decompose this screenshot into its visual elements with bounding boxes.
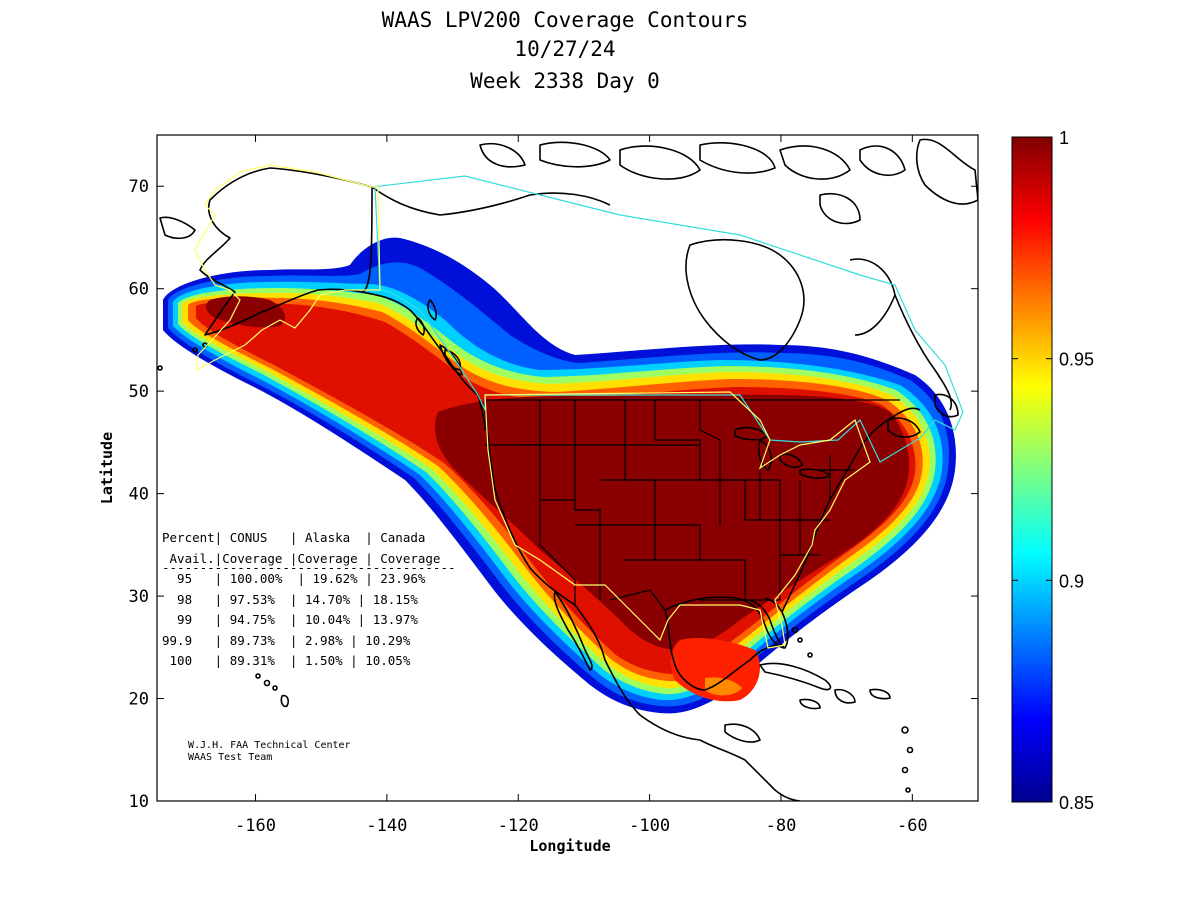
y-tick-label: 20 xyxy=(129,690,149,710)
region-boundaries xyxy=(194,164,964,649)
chart-date: 10/27/24 xyxy=(514,37,615,61)
y-axis-label: Latitude xyxy=(98,432,116,504)
colorbar-tick-label: 1 xyxy=(1059,128,1069,148)
coverage-contours xyxy=(163,237,956,714)
coastlines xyxy=(157,138,978,801)
table-row: 99 | 94.75% | 10.04% | 13.97% xyxy=(162,612,418,627)
colorbar-tick-label: 0.9 xyxy=(1059,571,1084,591)
y-tick-label: 10 xyxy=(129,792,149,812)
colorbar-tick-label: 0.85 xyxy=(1059,793,1094,813)
y-tick-label: 70 xyxy=(129,177,149,197)
credit-line-1: W.J.H. FAA Technical Center xyxy=(188,740,351,751)
x-tick-label: -120 xyxy=(498,816,539,836)
x-tick-label: -160 xyxy=(235,816,276,836)
x-tick-label: -60 xyxy=(897,816,928,836)
table-row: 99.9 | 89.73% | 2.98% | 10.29% xyxy=(162,633,411,648)
x-axis-label: Longitude xyxy=(529,837,610,855)
colorbar-tick-label: 0.95 xyxy=(1059,350,1094,370)
chart-week: Week 2338 Day 0 xyxy=(470,69,660,93)
y-tick-label: 50 xyxy=(129,382,149,402)
table-row: 98 | 97.53% | 14.70% | 18.15% xyxy=(162,592,418,607)
table-header-row-2: Avail.|Coverage |Coverage | Coverage xyxy=(162,551,440,566)
x-tick-label: -100 xyxy=(629,816,670,836)
credit-line-2: WAAS Test Team xyxy=(188,752,272,763)
table-row: 95 | 100.00% | 19.62% | 23.96% xyxy=(162,571,426,586)
alaska-boundary xyxy=(194,164,381,372)
chart-title: WAAS LPV200 Coverage Contours xyxy=(382,8,749,32)
plot-area xyxy=(157,135,978,801)
table-header-row-1: Percent| CONUS | Alaska | Canada xyxy=(162,530,425,545)
x-axis-ticks: -160 -140 -120 -100 -80 -60 xyxy=(235,135,928,836)
plot-frame xyxy=(156,134,979,802)
contour-yucatan-inner xyxy=(705,677,742,696)
coverage-table: Percent| CONUS | Alaska | Canada Avail.|… xyxy=(162,530,456,668)
table-rule: --------------------------------------- xyxy=(162,560,456,575)
table-row: 100 | 89.31% | 1.50% | 10.05% xyxy=(162,653,411,668)
state-borders xyxy=(485,399,900,611)
x-tick-label: -80 xyxy=(766,816,797,836)
colorbar-gradient xyxy=(1011,136,1053,803)
y-axis-ticks: 10 20 30 40 50 60 70 xyxy=(129,177,978,812)
y-tick-label: 60 xyxy=(129,280,149,300)
canada-boundary xyxy=(371,175,964,463)
y-tick-label: 40 xyxy=(129,485,149,505)
y-tick-label: 30 xyxy=(129,587,149,607)
colorbar: 1 0.95 0.9 0.85 xyxy=(1011,128,1094,813)
contour-band-1.00 xyxy=(434,394,910,650)
x-tick-label: -140 xyxy=(366,816,407,836)
conus-boundary xyxy=(484,391,871,649)
colorbar-ticks: 1 0.95 0.9 0.85 xyxy=(1012,128,1094,813)
